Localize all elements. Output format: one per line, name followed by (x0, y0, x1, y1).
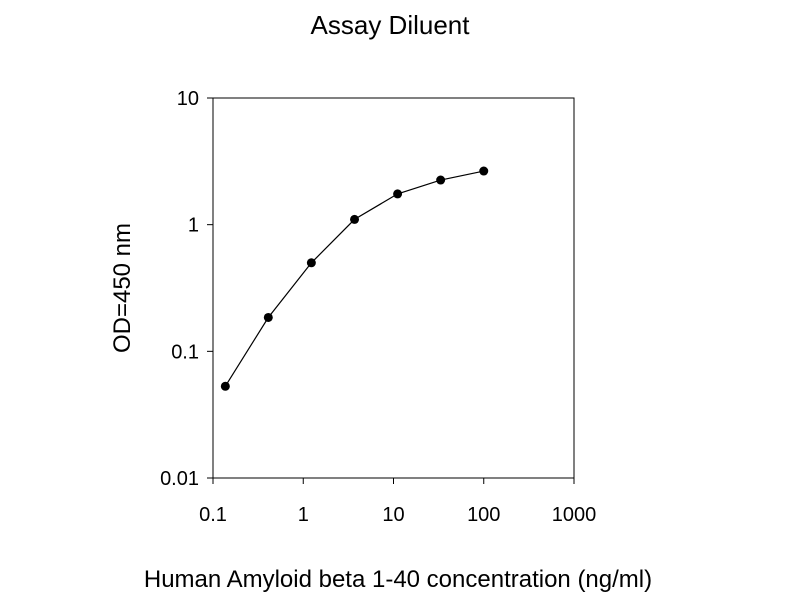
data-point (350, 214, 360, 224)
x-tick-label: 1 (298, 504, 309, 526)
data-point (306, 258, 316, 268)
data-point (220, 381, 230, 391)
x-axis-ticks: 0.1 1 10 100 1000 (199, 478, 596, 526)
chart-title: Assay Diluent (311, 10, 471, 40)
y-tick-label: 1 (188, 215, 199, 237)
x-tick-label: 0.1 (199, 504, 227, 526)
y-axis-label: OD=450 nm (109, 223, 136, 353)
y-axis-ticks: 0.01 0.1 1 10 (160, 88, 213, 490)
y-tick-label: 0.01 (160, 468, 199, 490)
series-group (220, 166, 489, 391)
data-point (436, 175, 446, 185)
x-tick-label: 10 (382, 504, 404, 526)
x-tick-label: 1000 (552, 504, 597, 526)
data-point (263, 312, 273, 322)
y-tick-label: 0.1 (171, 341, 199, 363)
series-line (224, 170, 484, 387)
y-tick-label: 10 (177, 88, 199, 110)
plot-frame (212, 97, 575, 479)
x-tick-label: 100 (467, 504, 500, 526)
data-point (479, 166, 489, 176)
data-point (393, 189, 403, 199)
x-axis-label: Human Amyloid beta 1-40 concentration (n… (144, 566, 652, 593)
